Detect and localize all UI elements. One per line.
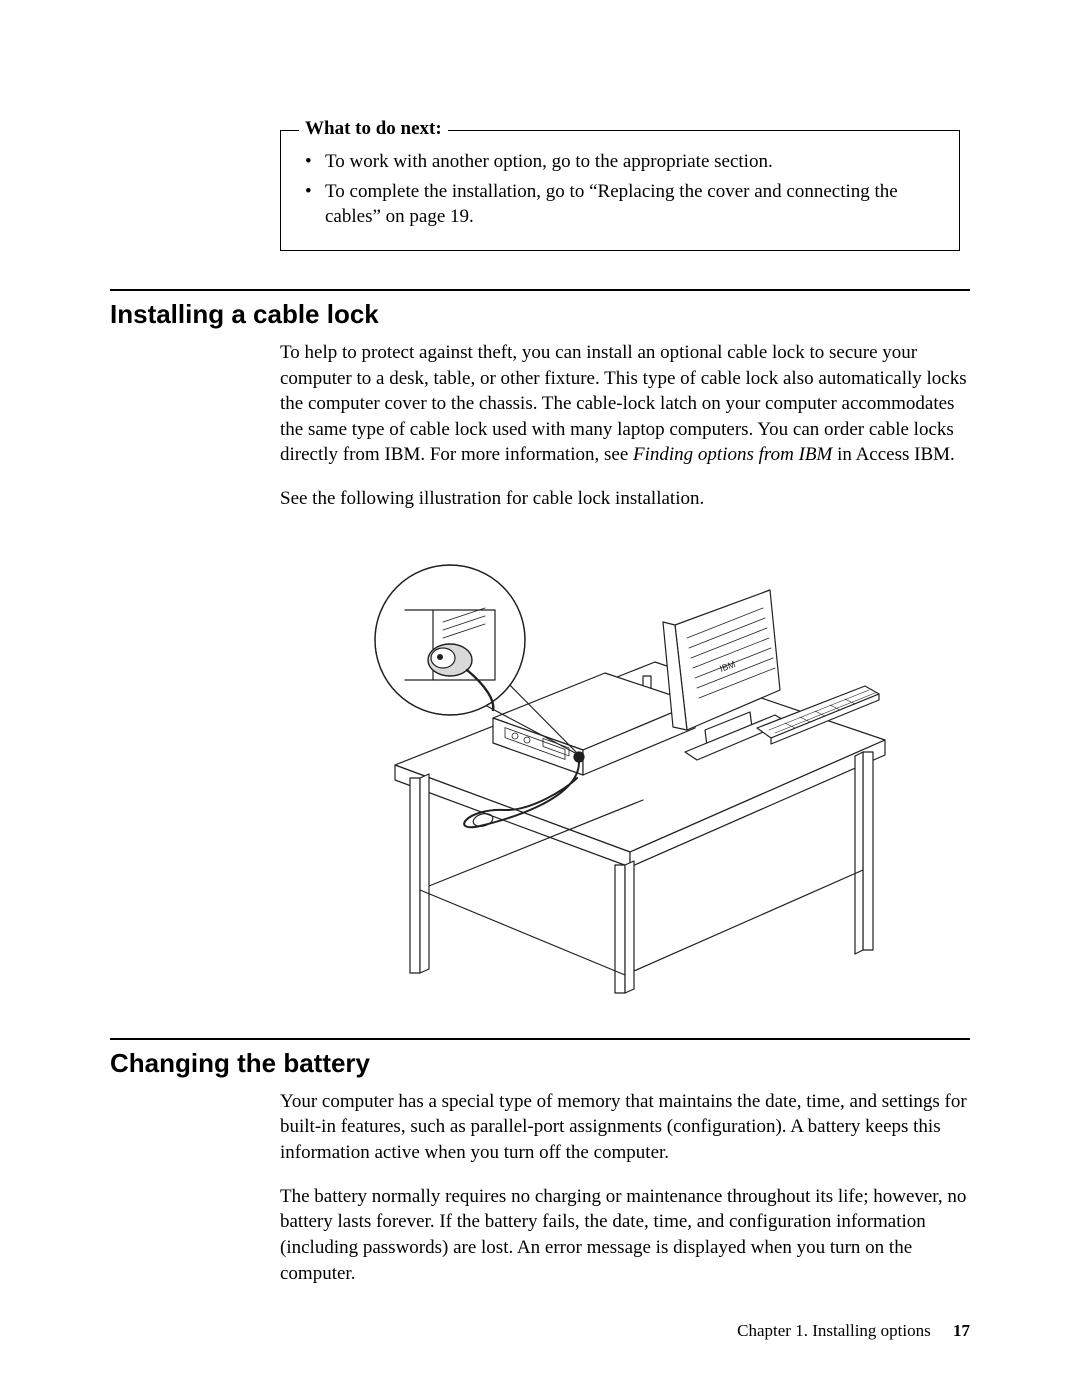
heading-battery: Changing the battery: [110, 1048, 970, 1079]
what-to-do-next-box: What to do next: To work with another op…: [280, 130, 960, 251]
heading-cable-lock: Installing a cable lock: [110, 299, 970, 330]
text: in Access IBM.: [832, 444, 954, 465]
page-footer: Chapter 1. Installing options 17: [737, 1321, 970, 1341]
para: Your computer has a special type of memo…: [280, 1089, 970, 1166]
cable-lock-illustration: IBM: [280, 530, 970, 1000]
section-rule: [110, 1038, 970, 1040]
text-italic: Finding options from IBM: [633, 444, 832, 465]
body-battery: Your computer has a special type of memo…: [280, 1089, 970, 1286]
para: To help to protect against theft, you ca…: [280, 340, 970, 468]
list-item: To work with another option, go to the a…: [325, 149, 937, 175]
section-rule: [110, 289, 970, 291]
footer-chapter: Chapter 1. Installing options: [737, 1321, 931, 1340]
section-cable-lock: Installing a cable lock To help to prote…: [110, 289, 970, 1000]
body-cable-lock: To help to protect against theft, you ca…: [280, 340, 970, 512]
para: The battery normally requires no chargin…: [280, 1184, 970, 1287]
what-to-do-next-legend: What to do next:: [299, 118, 448, 140]
section-battery: Changing the battery Your computer has a…: [110, 1038, 970, 1286]
what-to-do-next-list: To work with another option, go to the a…: [303, 149, 937, 230]
footer-page-number: 17: [953, 1321, 970, 1340]
list-item: To complete the installation, go to “Rep…: [325, 179, 937, 230]
para: See the following illustration for cable…: [280, 486, 970, 512]
